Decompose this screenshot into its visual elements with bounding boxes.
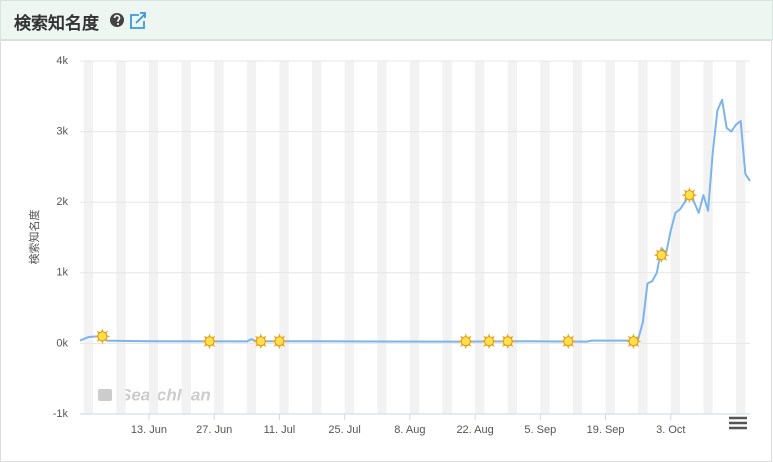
y-tick-label: 3k	[56, 126, 68, 138]
event-marker	[94, 328, 111, 345]
event-marker	[560, 333, 577, 350]
event-marker	[481, 333, 498, 350]
event-core	[97, 331, 108, 342]
y-tick-label: 4k	[56, 55, 68, 67]
event-marker	[499, 333, 516, 350]
weekend-band	[475, 61, 485, 414]
event-core	[204, 336, 215, 347]
watermark-logo	[98, 389, 112, 401]
y-tick-label: -1k	[53, 408, 69, 420]
header-icons	[110, 12, 146, 29]
y-tick-label: 1k	[56, 267, 68, 279]
help-icon[interactable]	[110, 13, 124, 27]
weekend-band	[572, 61, 583, 414]
event-marker	[252, 333, 269, 350]
weekend-band	[540, 61, 550, 414]
x-tick-label: 5. Sep	[524, 424, 556, 436]
weekend-band	[116, 61, 126, 414]
event-marker	[201, 333, 218, 350]
x-tick-label: 22. Aug	[456, 424, 493, 436]
x-tick-label: 27. Jun	[196, 424, 232, 436]
event-core	[484, 336, 494, 347]
weekend-band	[214, 61, 224, 414]
weekend-band	[442, 61, 452, 414]
event-core	[255, 336, 266, 347]
weekend-band	[605, 61, 615, 414]
header: 検索知名度	[0, 0, 773, 40]
event-marker	[457, 333, 474, 350]
plot-area	[80, 60, 750, 415]
event-core	[684, 190, 695, 201]
weekend-band	[148, 61, 159, 414]
weekend-band	[703, 61, 713, 414]
weekend-band	[409, 61, 420, 414]
y-tick-label: 2k	[56, 196, 68, 208]
x-tick-label: 13. Jun	[131, 424, 167, 436]
weekend-band	[670, 61, 681, 414]
weekend-band	[736, 61, 746, 414]
event-core	[656, 250, 667, 261]
weekend-band	[377, 61, 387, 414]
weekend-band	[344, 61, 354, 414]
x-tick-label: 8. Aug	[394, 424, 425, 436]
event-marker	[625, 333, 642, 350]
event-core	[460, 336, 471, 347]
weekend-band	[507, 61, 518, 414]
event-core	[274, 336, 285, 347]
event-core	[628, 336, 639, 347]
weekend-band	[246, 61, 257, 414]
event-marker	[681, 187, 698, 204]
x-tick-label: 3. Oct	[656, 424, 685, 436]
weekend-band	[181, 61, 191, 414]
event-core	[502, 336, 513, 347]
external-link-icon[interactable]	[130, 12, 146, 29]
weekend-band	[312, 61, 322, 414]
event-marker	[271, 333, 288, 350]
event-core	[563, 336, 574, 347]
chart: 検索知名度 SearchMan -1k 0k 1k 2k 3k 4k 13. Jun 27. …	[0, 40, 772, 462]
event-marker	[653, 247, 670, 264]
line-series	[79, 98, 751, 343]
y-tick-label: 0k	[56, 337, 68, 349]
x-tick-label: 11. Jul	[264, 424, 296, 436]
y-axis-label: 検索知名度	[27, 210, 41, 265]
weekend-band	[638, 61, 648, 414]
title: 検索知名度	[14, 14, 99, 33]
watermark: SearchMan	[120, 385, 211, 404]
menu-icon[interactable]	[729, 416, 747, 430]
weekend-band	[83, 61, 94, 414]
x-tick-label: 25. Jul	[328, 424, 360, 436]
x-tick-label: 19. Sep	[587, 424, 625, 436]
weekend-band	[279, 61, 289, 414]
